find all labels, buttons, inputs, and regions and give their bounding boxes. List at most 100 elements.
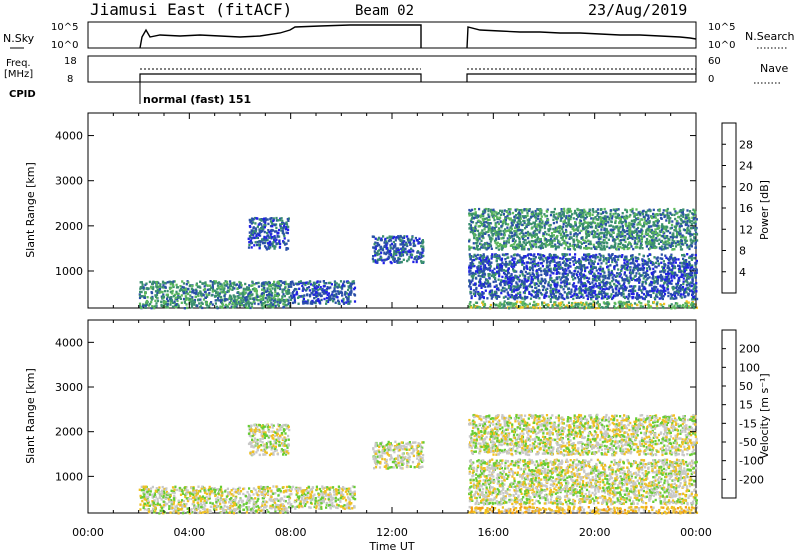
power-echo-cell xyxy=(420,260,423,263)
power-echo-cell xyxy=(142,303,145,306)
power-echo-cell xyxy=(177,303,180,307)
power-echo-cell xyxy=(659,213,662,216)
power-echo-cell xyxy=(693,290,696,293)
power-echo-cell xyxy=(501,286,504,289)
power-echo-cell xyxy=(516,225,519,229)
power-echo-cell xyxy=(344,290,347,294)
power-echo-cell xyxy=(274,290,277,293)
power-echo-cell xyxy=(501,275,504,279)
power-echo-cell xyxy=(666,285,669,288)
power-echo-cell xyxy=(337,302,340,305)
power-echo-cell xyxy=(298,295,301,299)
power-echo-cell xyxy=(470,214,473,217)
power-echo-cell xyxy=(673,235,676,239)
power-echo-cell xyxy=(223,291,226,294)
power-echo-cell xyxy=(523,262,526,265)
power-echo-cell xyxy=(684,264,687,267)
power-echo-cell xyxy=(538,231,541,234)
power-echo-cell xyxy=(597,218,600,221)
power-echo-cell xyxy=(376,244,379,248)
power-echo-cell xyxy=(534,291,537,294)
power-echo-cell xyxy=(330,293,334,296)
power-echo-cell xyxy=(661,275,664,278)
power-echo-cell xyxy=(151,282,154,285)
power-echo-cell xyxy=(564,253,567,256)
power-echo-cell xyxy=(610,245,613,248)
power-echo-cell xyxy=(658,227,661,230)
power-echo-cell xyxy=(647,258,650,261)
power-echo-cell xyxy=(309,295,312,298)
power-echo-cell xyxy=(217,297,220,300)
power-echo-cell xyxy=(543,213,546,216)
power-echo-cell xyxy=(655,261,658,265)
power-echo-cell xyxy=(497,228,500,232)
power-echo-cell xyxy=(569,217,572,221)
power-echo-cell xyxy=(513,216,516,219)
power-echo-cell xyxy=(156,291,159,294)
power-echo-cell xyxy=(309,283,312,286)
power-echo-cell xyxy=(677,258,680,261)
power-echo-cell xyxy=(686,221,689,224)
power-echo-cell xyxy=(260,292,263,296)
power-echo-cell xyxy=(468,240,471,243)
power-echo-cell xyxy=(469,269,472,272)
power-echo-cell xyxy=(175,283,178,287)
power-echo-cell xyxy=(662,235,665,238)
power-echo-cell xyxy=(617,248,620,251)
power-echo-cell xyxy=(279,242,282,246)
power-echo-cell xyxy=(557,267,560,271)
power-echo-cell xyxy=(620,255,623,259)
power-echo-cell xyxy=(545,274,548,277)
power-echo-cell xyxy=(584,239,587,243)
power-echo-cell xyxy=(266,289,269,292)
power-echo-cell xyxy=(603,207,606,211)
power-echo-cell xyxy=(595,279,598,282)
nave-tick-top: 60 xyxy=(708,56,721,67)
power-echo-cell xyxy=(577,245,580,249)
power-echo-cell xyxy=(695,286,698,289)
power-echo-cell xyxy=(401,247,404,250)
power-echo-cell xyxy=(683,271,686,274)
power-echo-cell xyxy=(247,295,250,298)
power-echo-cell xyxy=(600,280,603,284)
power-echo-cell xyxy=(263,241,266,245)
power-echo-cell xyxy=(335,293,338,296)
power-echo-cell xyxy=(509,284,512,288)
power-echo-cell xyxy=(670,243,673,246)
power-echo-cell xyxy=(589,270,592,274)
power-echo-cell xyxy=(261,229,264,233)
power-echo-cell xyxy=(498,267,501,271)
power-echo-cell xyxy=(184,292,187,295)
power-echo-cell xyxy=(563,285,566,288)
power-echo-cell xyxy=(332,294,335,297)
power-echo-cell xyxy=(559,215,562,218)
power-echo-cell xyxy=(270,221,273,224)
power-echo-cell xyxy=(478,247,481,251)
power-echo-cell xyxy=(590,232,593,236)
power-echo-cell xyxy=(273,239,276,242)
power-echo-cell xyxy=(616,245,619,248)
power-echo-cell xyxy=(282,293,285,296)
power-echo-cell xyxy=(634,259,637,263)
power-echo-cell xyxy=(557,215,560,218)
power-echo-cell xyxy=(695,233,699,236)
power-echo-cell xyxy=(257,243,261,246)
power-echo-cell xyxy=(497,288,500,292)
power-echo-cell xyxy=(253,244,256,247)
nsky-trace-2 xyxy=(466,26,697,49)
freq-trace-2 xyxy=(466,73,696,82)
power-echo-cell xyxy=(271,229,275,232)
power-echo-cell xyxy=(667,229,670,233)
power-echo-cell xyxy=(270,304,273,307)
power-echo-cell xyxy=(248,284,251,287)
power-echo-cell xyxy=(278,240,281,243)
power-echo-cell xyxy=(645,273,648,276)
power-echo-cell xyxy=(500,267,504,270)
power-echo-cell xyxy=(682,257,685,261)
power-echo-cell xyxy=(231,306,235,309)
power-echo-cell xyxy=(653,240,656,243)
power-echo-cell xyxy=(490,257,493,260)
power-echo-cell xyxy=(171,289,174,293)
power-echo-cell xyxy=(681,242,684,246)
power-echo-cell xyxy=(577,276,580,279)
